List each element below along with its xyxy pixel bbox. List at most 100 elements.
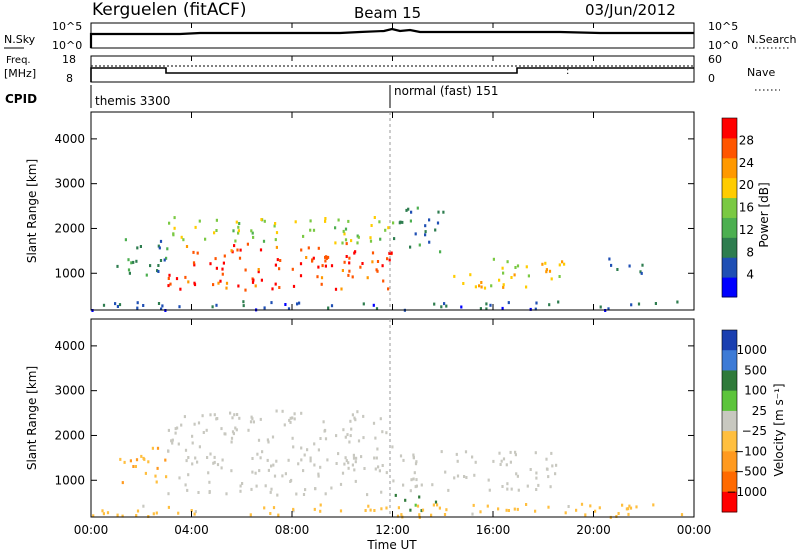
velocity-cell bbox=[293, 417, 296, 421]
power-cell bbox=[480, 285, 483, 289]
power-cell bbox=[460, 305, 463, 309]
time-axis: 00:00 04:00 08:00 12:00 16:00 20:00 00:00 bbox=[74, 23, 712, 537]
power-cell bbox=[225, 286, 228, 290]
power-cell bbox=[506, 260, 509, 264]
velocity-cell bbox=[412, 453, 415, 457]
velocity-cell bbox=[259, 456, 262, 460]
velocity-cell bbox=[272, 506, 276, 510]
power-cell bbox=[238, 222, 241, 225]
velocity-cell bbox=[241, 482, 244, 485]
velocity-cell bbox=[297, 462, 300, 466]
velocity-cell bbox=[352, 456, 356, 460]
power-cell bbox=[347, 219, 350, 223]
velocity-cell bbox=[463, 475, 466, 478]
velocity-cell bbox=[400, 513, 403, 517]
velocity-cell bbox=[381, 430, 384, 434]
velocity-cell bbox=[621, 503, 624, 507]
velocity-cell bbox=[319, 503, 322, 507]
power-cell bbox=[341, 241, 344, 245]
velocity-cell bbox=[255, 484, 258, 488]
power-cell bbox=[388, 251, 391, 255]
velocity-cell bbox=[492, 459, 495, 463]
velocity-cell bbox=[225, 492, 228, 496]
power-cell bbox=[211, 305, 214, 309]
velocity-cell bbox=[132, 465, 135, 468]
velocity-cell bbox=[322, 420, 325, 424]
power-cell bbox=[507, 301, 510, 305]
velocity-cell bbox=[102, 512, 105, 516]
velocity-cell bbox=[379, 417, 382, 421]
power-cell bbox=[529, 307, 532, 311]
velocity-ytick-label: 3000 bbox=[54, 384, 85, 398]
velocity-colorbar-tick: 25 bbox=[752, 404, 767, 418]
time-tick-label: 16:00 bbox=[476, 523, 511, 537]
velocity-cell bbox=[202, 431, 205, 434]
velocity-cell bbox=[238, 416, 241, 420]
velocity-cell bbox=[165, 475, 168, 479]
power-cell bbox=[221, 272, 224, 276]
velocity-cell bbox=[431, 483, 434, 487]
velocity-cell bbox=[335, 462, 338, 465]
velocity-cell bbox=[186, 488, 189, 492]
velocity-cell bbox=[167, 449, 170, 453]
power-cell bbox=[424, 224, 427, 228]
power-cell bbox=[168, 273, 171, 277]
velocity-cell bbox=[249, 513, 252, 517]
velocity-cell bbox=[589, 504, 592, 508]
freq-label-1: Freq. bbox=[6, 55, 31, 66]
power-cell bbox=[198, 219, 201, 223]
cpid-label: CPID bbox=[5, 92, 37, 106]
velocity-cell bbox=[409, 508, 412, 512]
power-cell bbox=[502, 285, 505, 289]
time-tick-label: 00:00 bbox=[677, 523, 712, 537]
power-cell bbox=[215, 229, 218, 232]
velocity-cell bbox=[416, 504, 420, 508]
velocity-cell bbox=[627, 507, 630, 511]
velocity-cell bbox=[474, 460, 477, 464]
velocity-cell bbox=[229, 411, 232, 415]
power-cell bbox=[324, 219, 327, 223]
velocity-cell bbox=[289, 416, 292, 420]
velocity-cell bbox=[116, 513, 119, 517]
velocity-cell bbox=[142, 504, 145, 508]
velocity-cell bbox=[249, 420, 253, 424]
power-cell bbox=[534, 307, 537, 311]
velocity-cell bbox=[205, 428, 208, 432]
power-cell bbox=[260, 218, 263, 221]
velocity-cell bbox=[313, 507, 316, 511]
velocity-cell bbox=[380, 490, 383, 494]
power-cell bbox=[156, 269, 159, 273]
power-cell bbox=[237, 229, 240, 233]
velocity-cell bbox=[510, 487, 513, 491]
power-cell bbox=[382, 279, 385, 283]
velocity-cell bbox=[545, 457, 548, 461]
velocity-cell bbox=[341, 471, 345, 475]
power-cell bbox=[116, 305, 119, 308]
power-cell bbox=[379, 237, 382, 241]
velocity-cell bbox=[326, 458, 329, 462]
velocity-cell bbox=[178, 476, 181, 480]
nsky-tick-bottom: 10^0 bbox=[52, 39, 82, 52]
power-cell bbox=[222, 261, 225, 265]
velocity-cell bbox=[155, 480, 158, 484]
velocity-cell bbox=[284, 472, 287, 476]
nsearch-label: N.Search bbox=[747, 33, 797, 46]
velocity-cell bbox=[555, 463, 558, 467]
velocity-cell bbox=[534, 451, 537, 455]
power-cell bbox=[371, 260, 374, 264]
power-cell bbox=[160, 307, 163, 311]
power-cell bbox=[628, 264, 631, 268]
velocity-cell bbox=[212, 461, 215, 465]
velocity-cell bbox=[156, 466, 159, 470]
velocity-colorbar-swatch bbox=[722, 370, 737, 392]
velocity-cell bbox=[509, 460, 512, 464]
freq-label-2: [MHz] bbox=[4, 67, 36, 80]
power-ytick-label: 4000 bbox=[54, 132, 85, 146]
velocity-cell bbox=[101, 509, 104, 513]
power-colorbar-tick: 8 bbox=[746, 245, 754, 259]
velocity-cell bbox=[251, 457, 254, 460]
power-cell bbox=[558, 275, 561, 278]
velocity-cell bbox=[216, 463, 220, 467]
power-cell bbox=[492, 257, 495, 261]
velocity-cell bbox=[251, 470, 254, 474]
